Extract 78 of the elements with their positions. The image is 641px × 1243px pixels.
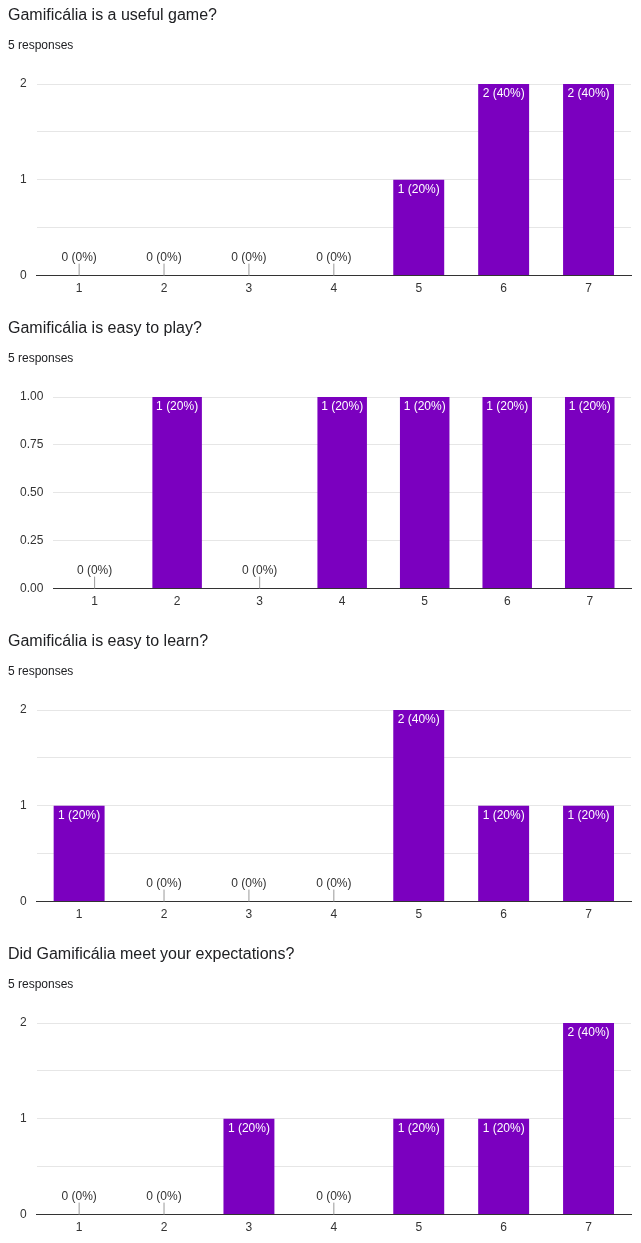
data-label: 1 (20%): [227, 1121, 270, 1136]
x-tick-label: 3: [256, 594, 264, 609]
y-tick-label: 1: [19, 1111, 27, 1126]
x-tick-label: 2: [160, 907, 168, 922]
x-tick-label: 6: [500, 907, 508, 922]
y-tick-label: 0.00: [20, 580, 44, 595]
data-label: 1 (20%): [58, 808, 101, 823]
y-tick-label: 2: [19, 702, 27, 717]
data-label: 0 (0%): [76, 562, 113, 577]
data-label: 0 (0%): [231, 249, 267, 264]
x-tick-label: 4: [338, 594, 346, 609]
x-tick-label: 7: [586, 594, 594, 609]
y-tick-label: 2: [19, 1015, 27, 1030]
x-tick-label: 4: [330, 281, 338, 296]
x-tick-label: 5: [415, 281, 423, 296]
data-label: 0 (0%): [146, 249, 182, 264]
data-label: 1 (20%): [482, 1121, 525, 1136]
x-tick-label: 7: [585, 1220, 593, 1235]
x-tick-label: 6: [500, 1220, 508, 1235]
data-label: 0 (0%): [231, 875, 267, 890]
y-tick-label: 2: [19, 76, 27, 91]
data-label: 1 (20%): [486, 399, 529, 414]
y-tick-label: 0.25: [20, 533, 44, 548]
chart-subtitle: 5 responses: [8, 977, 74, 991]
data-label: 1 (20%): [156, 399, 199, 414]
x-tick-label: 2: [160, 1220, 168, 1235]
x-tick-label: 1: [75, 907, 83, 922]
y-tick-label: 0.50: [20, 485, 44, 500]
x-tick-label: 1: [75, 1220, 83, 1235]
chart-title: Gamificália is easy to play?: [8, 319, 202, 337]
data-label: 0 (0%): [146, 1188, 182, 1203]
data-label: 1 (20%): [397, 182, 440, 197]
data-label: 0 (0%): [146, 875, 182, 890]
x-tick-label: 7: [585, 281, 593, 296]
data-label: 0 (0%): [61, 249, 97, 264]
chart-subtitle: 5 responses: [8, 351, 74, 365]
x-tick-label: 1: [75, 281, 83, 296]
x-tick-label: 3: [245, 907, 253, 922]
data-label: 0 (0%): [241, 562, 278, 577]
data-label: 1 (20%): [403, 399, 446, 414]
chart-subtitle: 5 responses: [8, 664, 74, 678]
x-tick-label: 3: [245, 281, 253, 296]
x-tick-label: 3: [245, 1220, 253, 1235]
data-label: 0 (0%): [316, 249, 352, 264]
y-tick-label: 0: [19, 893, 27, 908]
x-tick-label: 1: [91, 594, 99, 609]
x-tick-label: 6: [503, 594, 511, 609]
x-tick-label: 6: [500, 281, 508, 296]
data-label: 2 (40%): [397, 712, 440, 727]
data-label: 2 (40%): [567, 1025, 610, 1040]
x-tick-label: 4: [330, 1220, 338, 1235]
x-tick-label: 7: [585, 907, 593, 922]
x-tick-label: 5: [415, 1220, 423, 1235]
data-label: 1 (20%): [482, 808, 525, 823]
data-label: 1 (20%): [321, 399, 364, 414]
x-tick-label: 2: [160, 281, 168, 296]
chart-title: Did Gamificália meet your expectations?: [8, 945, 295, 963]
data-label: 2 (40%): [482, 86, 525, 101]
data-label: 2 (40%): [567, 86, 610, 101]
data-label: 0 (0%): [316, 1188, 352, 1203]
chart-title: Gamificália is easy to learn?: [8, 632, 209, 650]
x-tick-label: 5: [421, 594, 429, 609]
y-tick-label: 1.00: [20, 389, 44, 404]
x-tick-label: 4: [330, 907, 338, 922]
data-label: 1 (20%): [397, 1121, 440, 1136]
data-label: 0 (0%): [61, 1188, 97, 1203]
chart-title: Gamificália is a useful game?: [8, 6, 217, 24]
x-tick-label: 2: [173, 594, 181, 609]
y-tick-label: 0: [19, 267, 27, 282]
y-tick-label: 0.75: [20, 437, 44, 452]
data-label: 1 (20%): [568, 399, 611, 414]
chart-subtitle: 5 responses: [8, 38, 74, 52]
data-label: 0 (0%): [316, 875, 352, 890]
y-tick-label: 1: [19, 172, 27, 187]
x-tick-label: 5: [415, 907, 423, 922]
y-tick-label: 1: [19, 798, 27, 813]
y-tick-label: 0: [19, 1206, 27, 1221]
data-label: 1 (20%): [567, 808, 610, 823]
